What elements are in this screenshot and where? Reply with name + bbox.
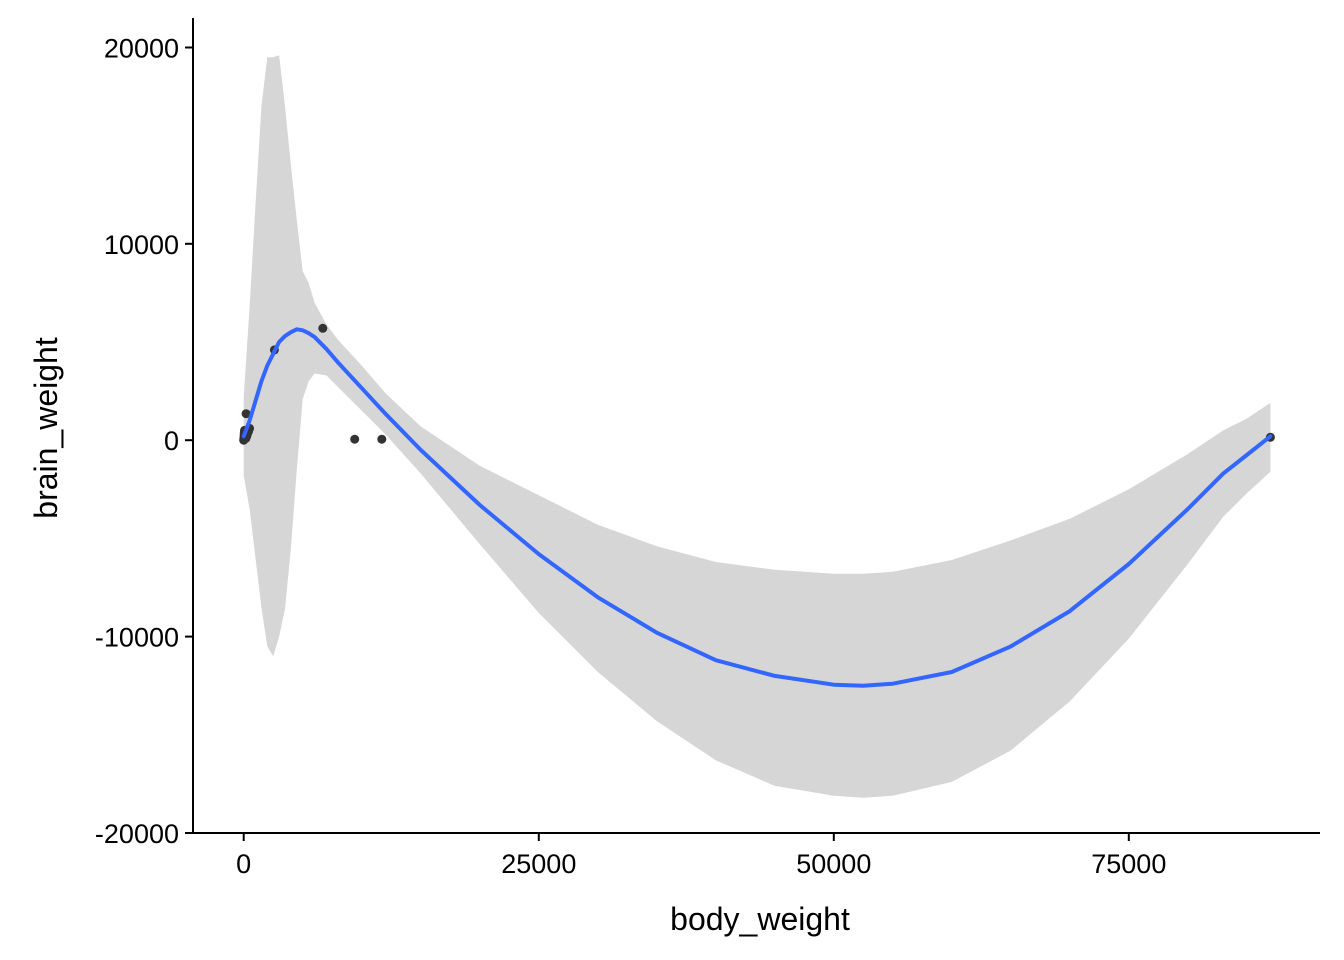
x-tick-label: 0 [236, 849, 251, 879]
axes-layer: -20000 -10000 0 10000 20000 0 25000 50000 75000 [95, 18, 1320, 879]
y-axis-title: brain_weight [28, 337, 64, 519]
data-point [377, 434, 387, 444]
smooth-line [241, 327, 1273, 688]
y-tick-label: 20000 [104, 34, 179, 64]
y-tick-label: 10000 [104, 230, 179, 260]
y-tick-label: -10000 [95, 623, 179, 653]
data-point [241, 409, 251, 419]
x-tick-label: 25000 [501, 849, 576, 879]
confidence-band [243, 55, 1271, 798]
data-point [350, 434, 360, 444]
y-tick-label: -20000 [95, 819, 179, 849]
data-point [318, 323, 328, 333]
x-tick-label: 75000 [1091, 849, 1166, 879]
confidence-band-layer [243, 55, 1271, 798]
y-tick-label: 0 [164, 426, 179, 456]
x-tick-label: 50000 [796, 849, 871, 879]
smooth-line-layer [241, 327, 1273, 688]
x-axis-title: body_weight [670, 901, 850, 937]
